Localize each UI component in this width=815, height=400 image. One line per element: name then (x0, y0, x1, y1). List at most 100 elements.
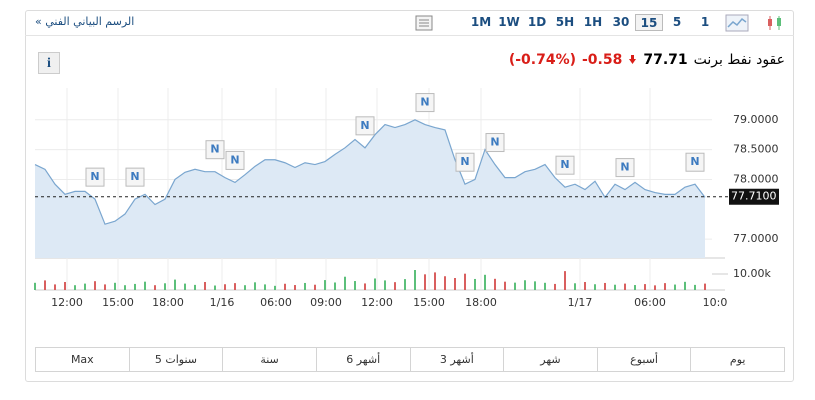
volume-bar (64, 282, 66, 290)
volume-bar (214, 285, 216, 290)
range-button[interactable]: 3 أشهر (409, 348, 504, 371)
volume-bar (74, 285, 76, 290)
volume-bar (154, 285, 156, 290)
volume-bar (384, 280, 386, 290)
toolbar: الرسم البياني الفني » 1M 1W 1D 5H 1H 30 15 5 1 (25, 10, 794, 36)
range-button[interactable]: أسبوع (596, 348, 691, 371)
volume-bar (544, 282, 546, 290)
x-tick-label: 15:00 (102, 296, 134, 309)
technical-chart-link[interactable]: الرسم البياني الفني » (35, 15, 135, 28)
volume-bar (234, 283, 236, 290)
volume-bar (514, 282, 516, 290)
interval-button[interactable]: 5 (672, 15, 682, 29)
x-tick-label: 06:00 (260, 296, 292, 309)
change-percent: (-0.74%) (508, 52, 576, 68)
x-tick-label: 10:0 (703, 296, 728, 309)
volume-bar (664, 283, 666, 290)
volume-bar (134, 283, 136, 290)
volume-bar (564, 271, 566, 290)
x-tick-label: 12:00 (51, 296, 83, 309)
volume-bar (144, 281, 146, 290)
range-buttons: Max 5 سنوات سنة 6 أشهر 3 أشهر شهر أسبوع يوم (35, 347, 785, 372)
news-marker (415, 93, 435, 113)
volume-bar (614, 284, 616, 290)
line-chart-icon[interactable] (725, 14, 749, 32)
area (35, 119, 705, 258)
volume-bar (54, 284, 56, 290)
volume-bar (44, 280, 46, 290)
volume-bar (394, 282, 396, 290)
volume-bar (414, 270, 416, 290)
volume-bar (314, 284, 316, 290)
interval-button[interactable]: 1 (700, 15, 710, 29)
volume-bar (674, 284, 676, 290)
volume-bar (554, 283, 556, 290)
volume-bar (244, 285, 246, 290)
volume-bar (654, 285, 656, 290)
last-price-label: 77.7100 (731, 190, 777, 203)
volume-bar (584, 282, 586, 290)
news-label: N (210, 143, 219, 156)
interval-button[interactable]: 30 (612, 15, 630, 29)
volume-bar (434, 272, 436, 290)
y-tick-label: 79.0000 (733, 113, 779, 126)
news-marker (485, 133, 505, 153)
x-tick-label: 12:00 (361, 296, 393, 309)
quote: عقود نفط برنت 77.71 -0.58 (-0.74%) (509, 52, 785, 68)
volume-bar (374, 278, 376, 290)
price: 77.71 (643, 52, 688, 68)
news-label: N (690, 155, 699, 168)
range-button[interactable]: شهر (503, 348, 597, 371)
instrument-name: عقود نفط برنت (693, 52, 785, 68)
news-label: N (130, 170, 139, 183)
news-label: N (490, 136, 499, 149)
y-tick-label: 78.0000 (733, 172, 779, 185)
range-button[interactable]: Max (70, 353, 94, 366)
volume-bar (124, 285, 126, 290)
volume-bar (224, 284, 226, 290)
volume-bar (204, 282, 206, 290)
volume-bar (274, 285, 276, 290)
interval-button[interactable]: 1M (470, 15, 492, 29)
candle-chart-icon[interactable] (765, 14, 785, 32)
price-line (34, 119, 706, 225)
info-button[interactable]: i (38, 52, 60, 74)
volume-bar (534, 281, 536, 290)
volume-bar (504, 281, 506, 290)
range-button[interactable]: يوم (690, 348, 784, 371)
volume-bar (424, 274, 426, 290)
volume-bar (174, 279, 176, 290)
volume-bar (184, 283, 186, 290)
y-tick-label: 78.5000 (733, 143, 779, 156)
interval-button[interactable]: 1D (527, 15, 547, 29)
range-button[interactable]: سنة (222, 348, 316, 371)
volume-tick-label: 10.00k (733, 267, 771, 280)
volume-bar (404, 279, 406, 290)
volume-bar (444, 276, 446, 290)
volume-bar (454, 278, 456, 290)
volume-bar (484, 274, 486, 290)
volume-bar (494, 278, 496, 290)
volume-bar (644, 284, 646, 290)
volume-bar (324, 280, 326, 290)
interval-button[interactable]: 5H (555, 15, 575, 29)
volume-bar (364, 283, 366, 290)
x-tick-label: 15:00 (413, 296, 445, 309)
range-button[interactable]: 5 سنوات (128, 348, 223, 371)
volume-bar (114, 282, 116, 290)
news-marker (205, 140, 225, 160)
range-button[interactable]: 6 أشهر (315, 348, 410, 371)
down-arrow (629, 55, 637, 64)
change: -0.58 (582, 52, 623, 68)
volume-bar (84, 283, 86, 290)
volume-bar (474, 278, 476, 290)
news-marker (225, 150, 245, 170)
interval-button[interactable]: 1H (583, 15, 603, 29)
table-icon[interactable] (415, 15, 433, 31)
interval-button[interactable]: 15 (635, 14, 663, 31)
news-marker (455, 152, 475, 172)
interval-button[interactable]: 1W (498, 15, 520, 29)
news-label: N (90, 170, 99, 183)
